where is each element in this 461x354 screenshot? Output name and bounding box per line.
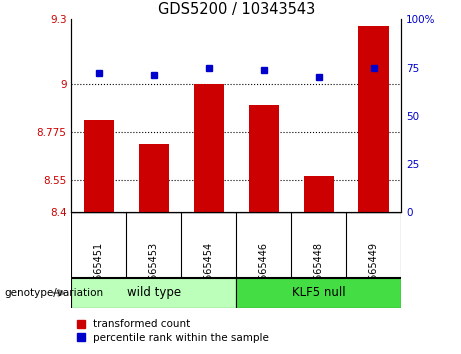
Legend: transformed count, percentile rank within the sample: transformed count, percentile rank withi… <box>77 319 269 343</box>
Bar <box>359 26 389 212</box>
Bar <box>194 84 224 212</box>
Bar <box>139 144 169 212</box>
Text: wild type: wild type <box>127 286 181 299</box>
Bar <box>236 278 401 308</box>
Title: GDS5200 / 10343543: GDS5200 / 10343543 <box>158 2 315 17</box>
Bar <box>84 120 114 212</box>
Text: GSM665446: GSM665446 <box>259 242 269 301</box>
Text: genotype/variation: genotype/variation <box>5 288 104 298</box>
Bar <box>71 278 236 308</box>
Text: GSM665451: GSM665451 <box>94 242 104 301</box>
Text: GSM665453: GSM665453 <box>149 242 159 301</box>
Text: GSM665449: GSM665449 <box>369 242 378 301</box>
Text: GSM665448: GSM665448 <box>313 242 324 301</box>
Text: GSM665454: GSM665454 <box>204 242 214 301</box>
Text: KLF5 null: KLF5 null <box>292 286 345 299</box>
Bar <box>248 105 279 212</box>
Bar <box>303 176 334 212</box>
